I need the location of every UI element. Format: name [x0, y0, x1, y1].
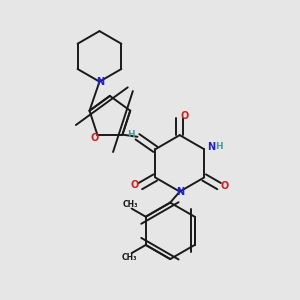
Text: O: O [221, 181, 229, 191]
Text: N: N [208, 142, 216, 152]
Text: O: O [181, 111, 189, 122]
Text: CH₃: CH₃ [122, 253, 137, 262]
Text: O: O [90, 133, 98, 142]
Text: N: N [176, 187, 184, 197]
Text: O: O [130, 180, 139, 190]
Text: H: H [127, 130, 135, 139]
Text: CH₃: CH₃ [122, 200, 138, 209]
Text: H: H [214, 142, 222, 152]
Text: N: N [96, 76, 104, 87]
